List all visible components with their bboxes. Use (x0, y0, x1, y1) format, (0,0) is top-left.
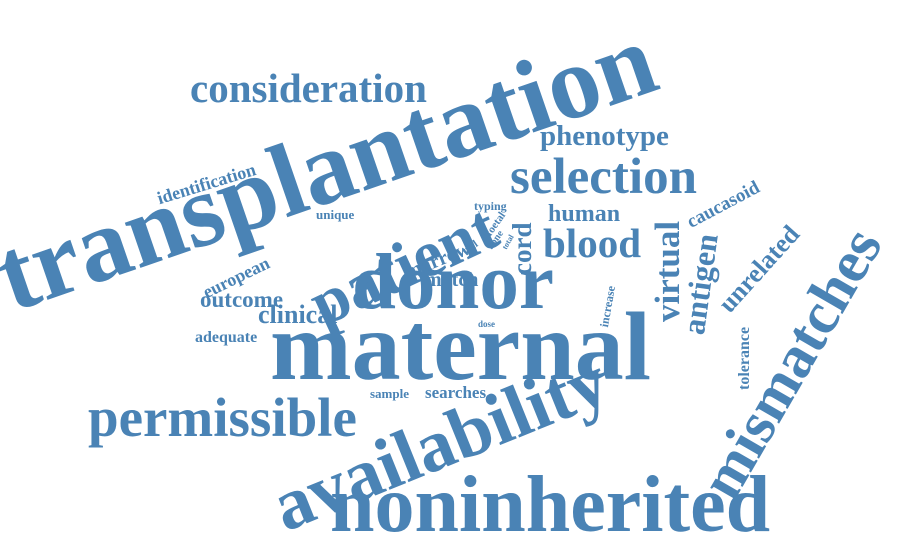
word-clinical: clinical (258, 300, 338, 329)
word-donor: donor (352, 239, 554, 326)
word-blood: blood (543, 220, 641, 266)
word-noninherited: noninherited (330, 461, 771, 535)
word-consideration: consideration (190, 65, 427, 111)
word-dose: dose (478, 319, 496, 329)
word-sample: sample (370, 386, 409, 401)
word-human: human (548, 201, 621, 227)
word-selection: selection (510, 149, 697, 205)
word-unique: unique (316, 207, 355, 222)
word-maternal: maternal (270, 293, 651, 401)
word-match: match (425, 269, 479, 291)
word-typing: typing (474, 199, 507, 213)
word-phenotype: phenotype (540, 120, 669, 152)
word-outcome: outcome (200, 287, 284, 312)
word-searches: searches (425, 383, 487, 402)
word-adequate: adequate (195, 329, 258, 346)
word-permissible: permissible (88, 387, 357, 448)
